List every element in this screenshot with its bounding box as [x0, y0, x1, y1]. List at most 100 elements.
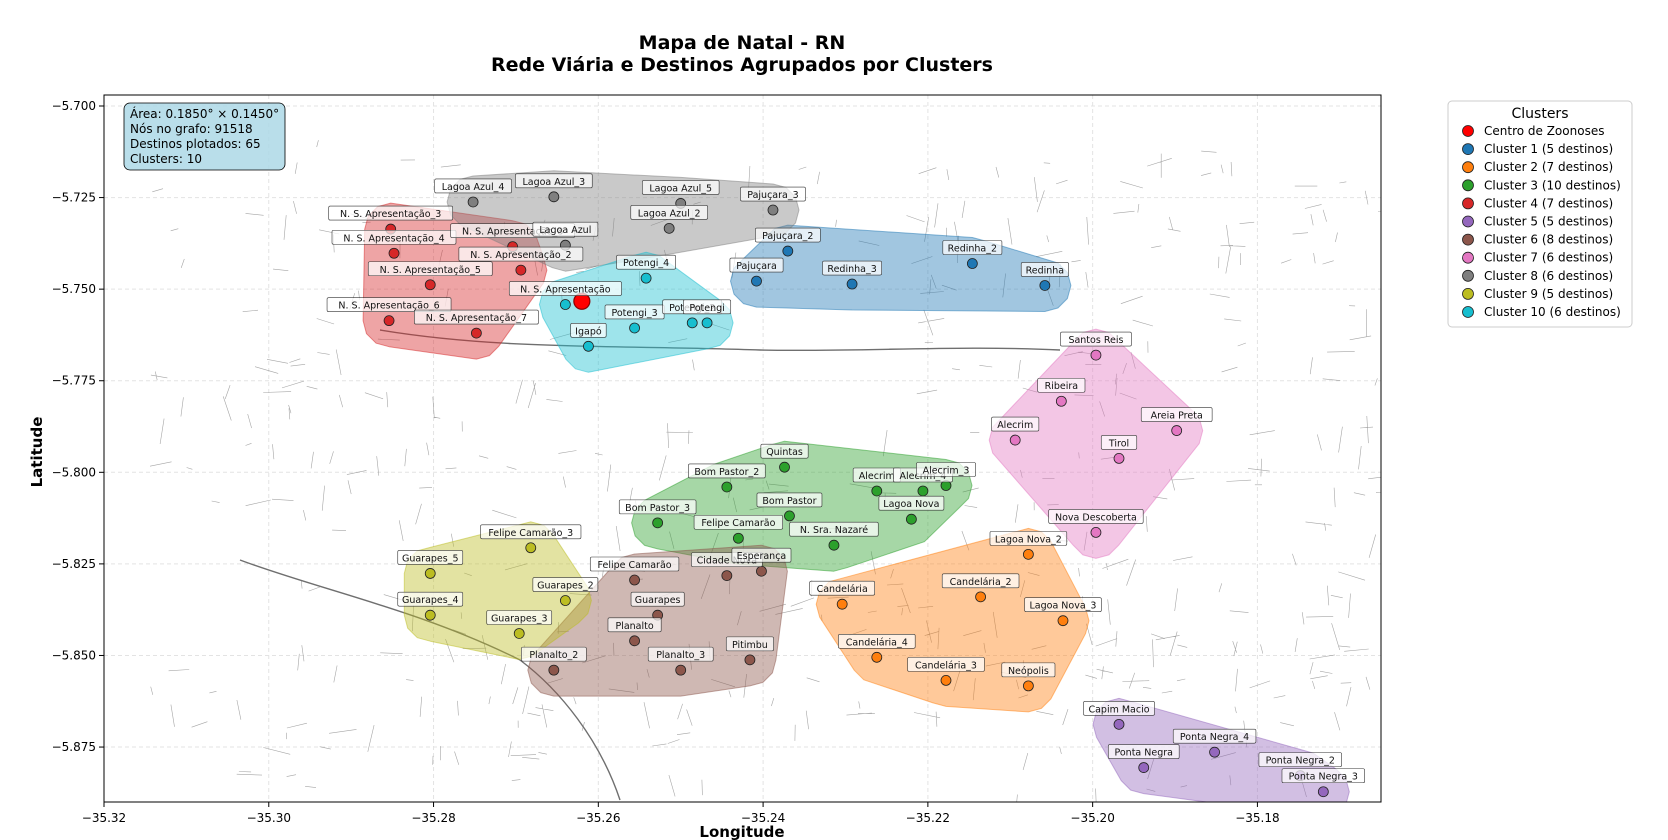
point-n-s-apresentacao-2 — [515, 264, 527, 276]
point-label-text: Bom Pastor_3 — [625, 503, 690, 514]
point-label-box — [589, 556, 680, 572]
destination-labels: Pajuçara Pajuçara_2 Redinha_3 Redinha_2 Redi… — [326, 173, 1365, 784]
road-network — [149, 140, 1381, 802]
point-label-text: Candelária_3 — [915, 660, 977, 671]
point-label-text: N. S. Apresentação_8 — [462, 227, 563, 238]
label-n-s-apresentacao: N. S. Apresentação — [508, 281, 622, 296]
point-label-text: Lagoa Nova_3 — [1030, 601, 1097, 612]
label-candelaria-2: Candelária_2 — [941, 573, 1020, 589]
point-redinha-2 — [966, 258, 978, 269]
plot-area — [104, 95, 1381, 802]
point-label-text: Neópolis — [1008, 666, 1049, 677]
legend-marker — [1462, 269, 1474, 282]
point-label-box — [642, 180, 720, 195]
legend-marker — [1462, 179, 1474, 192]
label-candelaria-4: Candelária_4 — [838, 634, 916, 649]
x-axis-ticks: −35.32 −35.30 −35.28 −35.26 −35.24 −35.22 −35.… — [82, 802, 1280, 825]
point-label-box — [1020, 262, 1069, 277]
point-label-box — [1001, 662, 1056, 678]
label-santos-reis: Santos Reis — [1060, 331, 1132, 347]
x-tick-label: −35.28 — [411, 811, 455, 825]
label-alecrim: Alecrim — [991, 416, 1040, 432]
point-label-text: Planalto — [615, 621, 653, 632]
legend-marker — [1462, 161, 1474, 174]
point-label-text: Potengi — [689, 303, 724, 314]
point-label-text: Guarapes_4 — [402, 595, 459, 606]
point-label-box — [521, 646, 587, 662]
point-pitimbu — [744, 654, 756, 666]
point-pajucara — [751, 275, 762, 287]
label-ponta-negra-3: Ponta Negra_3 — [1281, 768, 1365, 784]
label-redinha: Redinha — [1020, 262, 1069, 277]
point-label-text: Ponta Negra_2 — [1266, 756, 1335, 767]
point-label-text: Bom Pastor — [762, 496, 816, 507]
point-label-text: Capim Macio — [1088, 704, 1149, 715]
label-lagoa-azul-3: Lagoa Azul_3 — [515, 173, 593, 189]
point-ribeira — [1055, 395, 1067, 407]
legend-marker — [1462, 233, 1474, 246]
point-n-sra-nazare — [828, 539, 840, 551]
chart-title-line-1: Mapa de Natal - RN — [639, 32, 846, 54]
label-n-s-apresentacao-4: N. S. Apresentação_4 — [331, 229, 457, 245]
point-label-text: Alecrim_3 — [923, 465, 970, 476]
point-lagoa-nova — [905, 513, 917, 525]
point-felipe-camarao — [629, 574, 640, 586]
legend-marker — [1462, 306, 1474, 318]
point-label-box — [515, 173, 593, 189]
point-label-text: Lagoa Azul_5 — [649, 183, 712, 194]
point-label-text: Planalto_3 — [656, 650, 705, 661]
label-lagoa-azul: Lagoa Azul — [532, 221, 599, 237]
label-n-s-apresentacao-6: N. S. Apresentação_6 — [326, 297, 452, 312]
point-label-box — [630, 591, 685, 607]
point-neopolis — [1022, 680, 1034, 692]
point-label-text: Redinha_3 — [827, 264, 876, 275]
point-bom-pastor — [784, 510, 795, 522]
point-n-s-apresentacao-6 — [383, 315, 395, 327]
legend-frame — [1447, 100, 1633, 328]
point-label-text: N. S. Apresentação_4 — [343, 233, 444, 244]
point-planalto-3 — [675, 664, 687, 676]
legend-title: Clusters — [1512, 106, 1569, 122]
point-felipe-camarao-3 — [525, 542, 537, 554]
label-guarapes-4: Guarapes_4 — [397, 591, 464, 607]
x-axis-label: Longitude — [699, 823, 784, 840]
label-bom-pastor-2: Bom Pastor_2 — [688, 463, 766, 479]
point-label-box — [1083, 701, 1155, 716]
point-label-box — [991, 416, 1040, 432]
point-label-box — [1107, 744, 1180, 759]
point-label-box — [458, 246, 584, 262]
point-label-text: Lagoa Azul_3 — [522, 177, 585, 188]
label-n-sra-nazare: N. Sra. Nazaré — [789, 521, 879, 537]
y-tick-label: −5.700 — [52, 99, 96, 113]
point-label-box — [760, 443, 809, 459]
x-tick-label: −35.20 — [1070, 811, 1114, 825]
label-felipe-camarao-3: Felipe Camarão_3 — [480, 524, 582, 540]
point-label-box — [755, 227, 821, 243]
label-n-s-apresentacao-7: N. S. Apresentação_7 — [414, 309, 539, 325]
point-tirol — [1113, 452, 1125, 464]
label-alecrim-3: Alecrim_3 — [916, 462, 976, 477]
info-nodes: Nós no grafo: 91518 — [130, 122, 253, 136]
point-label-text: Felipe Camarão — [701, 518, 775, 529]
point-label-text: N. S. Apresentação_2 — [470, 250, 571, 261]
point-label-box — [822, 260, 882, 276]
point-n-s-apresentacao — [559, 299, 571, 310]
point-label-text: Pitimbu — [732, 640, 768, 651]
point-label-box — [486, 610, 553, 625]
point-planalto — [629, 635, 640, 647]
point-areia-preta — [1171, 425, 1183, 436]
point-redinha-3 — [846, 278, 858, 290]
legend-marker — [1462, 125, 1474, 137]
point-nova-descoberta — [1090, 526, 1102, 538]
point-label-box — [1037, 377, 1086, 393]
point-lagoa-nova-3 — [1057, 615, 1069, 627]
legend-entry: Cluster 6 (8 destinos) — [1484, 233, 1613, 247]
point-label-box — [397, 591, 464, 607]
point-label-box — [725, 636, 774, 652]
legend-marker — [1462, 197, 1474, 210]
point-label-box — [532, 577, 599, 592]
point-santos-reis — [1090, 349, 1102, 361]
point-label-text: Guarapes_3 — [491, 613, 548, 624]
label-lagoa-azul-2: Lagoa Azul_2 — [630, 205, 708, 220]
x-tick-label: −35.26 — [576, 811, 620, 825]
